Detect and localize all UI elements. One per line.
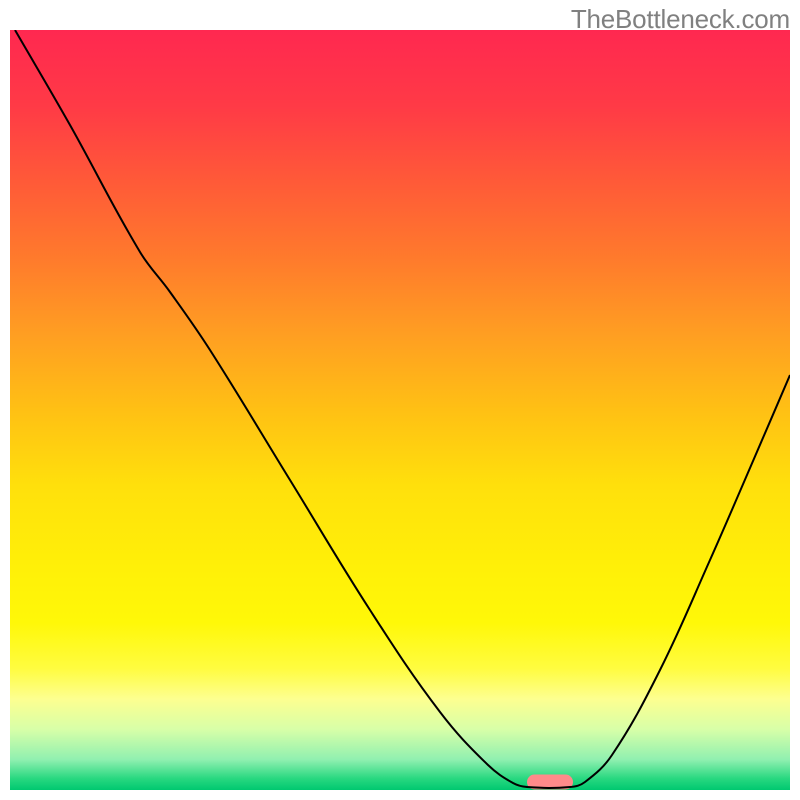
plot-area — [10, 30, 790, 790]
bottleneck-chart — [10, 30, 790, 790]
chart-container: TheBottleneck.com — [0, 0, 800, 800]
heatmap-background — [10, 30, 790, 790]
watermark-text: TheBottleneck.com — [571, 4, 790, 35]
